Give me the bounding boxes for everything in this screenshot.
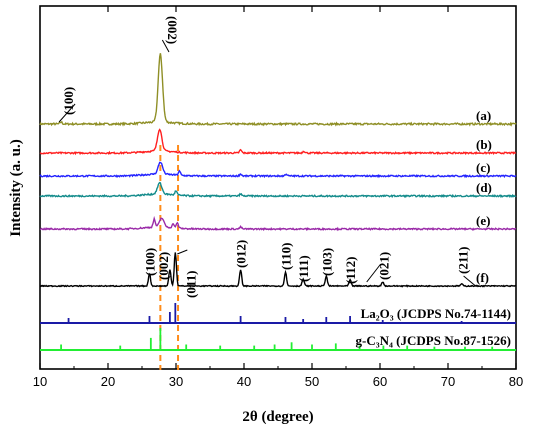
peak-leader bbox=[366, 263, 382, 283]
peak-label-f: (002) bbox=[156, 252, 171, 280]
curve-b bbox=[39, 128, 517, 156]
curve-label: (d) bbox=[476, 180, 492, 195]
peak-label-f: (021) bbox=[377, 252, 392, 280]
x-tick-label: 30 bbox=[169, 374, 183, 389]
peak-label-f: (012) bbox=[234, 240, 249, 268]
peak-label-f: (110) bbox=[279, 243, 294, 270]
curve-d bbox=[39, 181, 517, 199]
peak-label-f: (111) bbox=[296, 255, 311, 282]
peak-label-f: (011) bbox=[183, 271, 198, 298]
x-tick-label: 80 bbox=[509, 374, 523, 389]
reference-dashed-lines bbox=[159, 145, 180, 370]
curve-e bbox=[39, 215, 517, 232]
reference-label: g-C₃N₄ (JCDPS No.87-1526) bbox=[356, 333, 511, 348]
curve-label: (f) bbox=[476, 270, 489, 285]
y-axis-title: Intensity (a. u.) bbox=[8, 139, 24, 237]
x-tick-label: 40 bbox=[237, 374, 251, 389]
x-tick-label: 60 bbox=[373, 374, 387, 389]
x-axis-title: 2θ (degree) bbox=[242, 409, 313, 425]
x-tick-label: 20 bbox=[101, 374, 115, 389]
reference-label: La₂O₃ (JCDPS No.74-1144) bbox=[361, 306, 511, 321]
peak-label-a: (002) bbox=[165, 16, 180, 44]
x-tick-label: 50 bbox=[305, 374, 319, 389]
curve-label: (b) bbox=[476, 137, 492, 152]
peak-leader bbox=[58, 103, 76, 123]
peak-label-f: (112) bbox=[343, 257, 358, 284]
curve-label: (e) bbox=[476, 213, 490, 228]
curve-label: (a) bbox=[476, 108, 491, 123]
curve-f bbox=[39, 252, 517, 288]
x-tick-label: 10 bbox=[33, 374, 47, 389]
x-axis-ticks: 10 20 30 40 50 60 70 80 bbox=[33, 6, 523, 389]
peak-label-f: (211) bbox=[456, 247, 471, 274]
curve-a bbox=[39, 53, 517, 127]
reference-patterns: La₂O₃ (JCDPS No.74-1144) g-C₃N₄ (JCDPS No… bbox=[40, 303, 516, 351]
peak-label-a: (100) bbox=[61, 87, 76, 115]
curve-c bbox=[39, 161, 517, 179]
peak-leader bbox=[463, 275, 476, 287]
annotation-labels: (100)(002)(100)(002)(011)(012) (110) (111)… bbox=[58, 16, 476, 298]
peak-leader bbox=[161, 39, 170, 53]
peak-leader bbox=[177, 249, 188, 255]
peak-label-f: (103) bbox=[319, 248, 334, 276]
diffraction-curves: (a) (b) (c) (d) (e) (f) bbox=[39, 53, 517, 288]
curve-label: (c) bbox=[476, 160, 490, 175]
x-tick-label: 70 bbox=[441, 374, 455, 389]
peak-label-f: (100) bbox=[143, 248, 158, 276]
